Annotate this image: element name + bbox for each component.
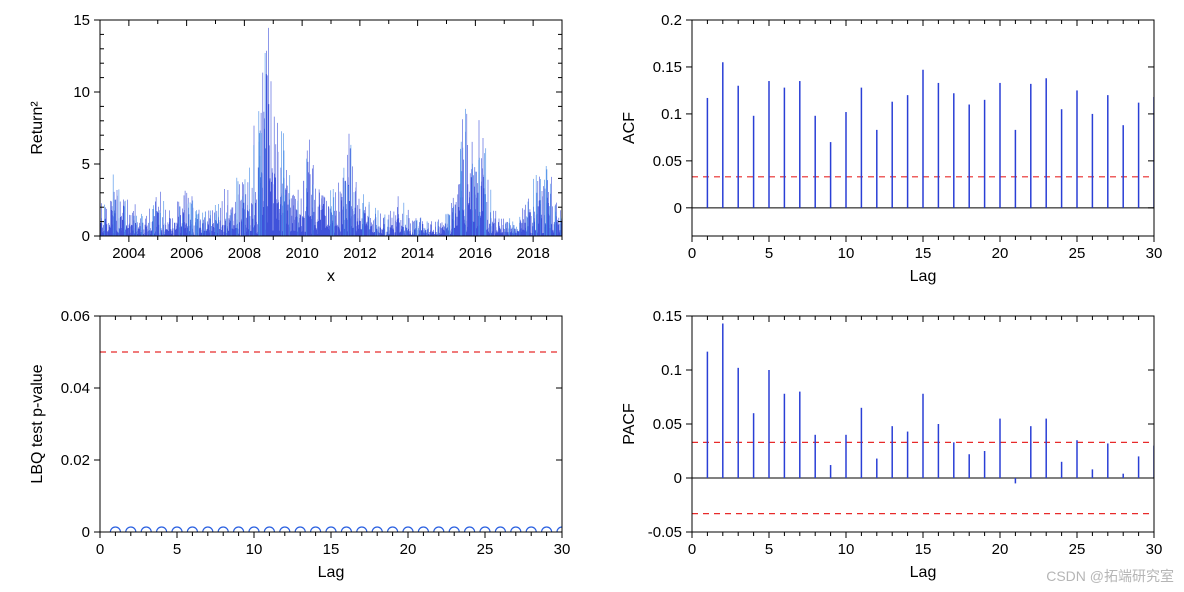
- svg-text:PACF: PACF: [621, 403, 638, 445]
- svg-text:5: 5: [765, 245, 773, 262]
- svg-text:0.1: 0.1: [661, 106, 682, 123]
- svg-text:2014: 2014: [401, 245, 434, 262]
- panel-lbq-pvalue: 0 5 10 15 20 25 30 0 0.02 0.04 0.06 Lag LBQ test p-v…: [0, 296, 592, 592]
- svg-text:20: 20: [992, 541, 1009, 558]
- svg-text:5: 5: [765, 541, 773, 558]
- panel-acf: 0 5 10 15 20 25 30 0 0.05 0.1 0.15 0.2 Lag ACF: [592, 0, 1184, 296]
- svg-text:0: 0: [96, 541, 104, 558]
- svg-text:5: 5: [82, 156, 90, 173]
- svg-text:2010: 2010: [285, 245, 318, 262]
- panel-pacf: 0 5 10 15 20 25 30 -0.05 0 0.05 0.1 0.15 Lag PACF: [592, 296, 1184, 592]
- svg-text:0.05: 0.05: [653, 416, 682, 433]
- svg-text:ACF: ACF: [621, 112, 638, 144]
- svg-text:LBQ test p-value: LBQ test p-value: [29, 364, 46, 483]
- svg-text:30: 30: [1146, 541, 1163, 558]
- svg-text:15: 15: [73, 12, 90, 29]
- svg-text:Lag: Lag: [910, 268, 937, 285]
- svg-text:0: 0: [82, 228, 90, 245]
- svg-text:0: 0: [688, 245, 696, 262]
- svg-text:30: 30: [554, 541, 571, 558]
- svg-text:10: 10: [73, 84, 90, 101]
- svg-text:0.1: 0.1: [661, 362, 682, 379]
- svg-text:Lag: Lag: [910, 564, 937, 581]
- svg-text:0: 0: [674, 200, 682, 217]
- svg-text:2008: 2008: [228, 245, 261, 262]
- svg-text:20: 20: [400, 541, 417, 558]
- svg-text:20: 20: [992, 245, 1009, 262]
- svg-text:10: 10: [246, 541, 263, 558]
- svg-text:25: 25: [477, 541, 494, 558]
- svg-text:2016: 2016: [459, 245, 492, 262]
- svg-text:25: 25: [1069, 245, 1086, 262]
- svg-text:2006: 2006: [170, 245, 203, 262]
- svg-text:30: 30: [1146, 245, 1163, 262]
- svg-text:10: 10: [838, 541, 855, 558]
- svg-text:2004: 2004: [112, 245, 145, 262]
- svg-text:25: 25: [1069, 541, 1086, 558]
- svg-text:15: 15: [915, 245, 932, 262]
- svg-text:Lag: Lag: [318, 564, 345, 581]
- panel-return-squared: 2004 2006 2008 2010 2012 2014 2016 2018 0 5 10 15 x R…: [0, 0, 592, 296]
- svg-text:0.04: 0.04: [61, 380, 90, 397]
- svg-text:2012: 2012: [343, 245, 376, 262]
- svg-text:0.15: 0.15: [653, 308, 682, 325]
- svg-text:10: 10: [838, 245, 855, 262]
- svg-text:15: 15: [915, 541, 932, 558]
- svg-text:5: 5: [173, 541, 181, 558]
- svg-text:Return²: Return²: [29, 101, 46, 155]
- svg-text:0.2: 0.2: [661, 12, 682, 29]
- svg-text:2018: 2018: [516, 245, 549, 262]
- svg-text:x: x: [327, 268, 335, 285]
- svg-text:0.05: 0.05: [653, 153, 682, 170]
- svg-text:-0.05: -0.05: [648, 524, 682, 541]
- svg-text:0: 0: [688, 541, 696, 558]
- svg-text:0.15: 0.15: [653, 59, 682, 76]
- svg-text:0.02: 0.02: [61, 452, 90, 469]
- svg-text:15: 15: [323, 541, 340, 558]
- chart-grid: 20042006200820102012201420162018051015xR…: [0, 0, 1184, 592]
- svg-text:0: 0: [674, 470, 682, 487]
- svg-text:0.06: 0.06: [61, 308, 90, 325]
- svg-text:0: 0: [82, 524, 90, 541]
